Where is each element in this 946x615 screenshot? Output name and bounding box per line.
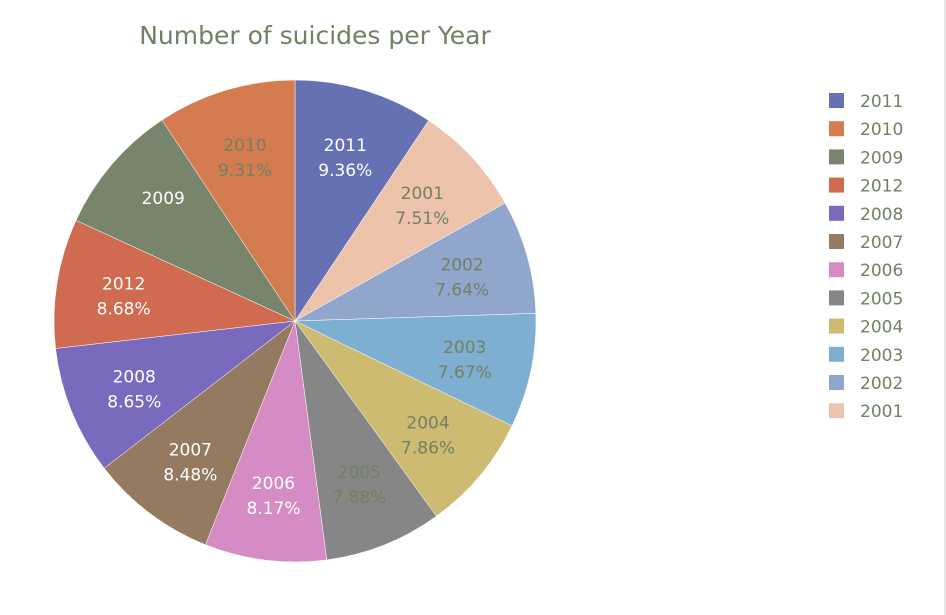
slice-label-2007: 2007	[169, 440, 212, 460]
legend-swatch-2006	[829, 262, 844, 278]
slice-percent-2006: 8.17%	[246, 499, 300, 519]
legend-label-2005: 2005	[860, 289, 903, 309]
right-edge-border	[944, 0, 946, 615]
legend-swatch-2007	[829, 234, 844, 249]
slice-label-2012: 2012	[102, 275, 145, 295]
slice-label-2004: 2004	[406, 413, 449, 433]
legend-swatch-2011	[829, 93, 844, 108]
pie-slice-2001	[294, 120, 506, 322]
slice-label-2011: 2011	[324, 136, 367, 156]
legend-label-2012: 2012	[860, 177, 903, 197]
slice-label-2001: 2001	[401, 184, 444, 204]
legend-label-2009: 2009	[860, 148, 903, 168]
slice-label-2010: 2010	[223, 136, 266, 156]
slice-percent-2012: 8.68%	[97, 300, 151, 320]
legend-swatch-2008	[829, 205, 844, 221]
legend-label-2004: 2004	[860, 318, 903, 338]
pie-slice-2005	[294, 320, 437, 561]
legend-label-2010: 2010	[860, 120, 903, 140]
slice-percent-2003: 7.67%	[438, 363, 492, 383]
pie-slice-2003	[294, 313, 537, 427]
slice-percent-2008: 8.65%	[107, 392, 161, 412]
legend-swatch-2003	[829, 346, 844, 362]
slice-percent-2007: 8.48%	[163, 465, 217, 485]
pie-slice-2002	[294, 202, 537, 322]
slice-label-2002: 2002	[441, 255, 484, 275]
legend-label-2001: 2001	[860, 402, 903, 422]
slice-label-2005: 2005	[338, 463, 381, 483]
pie-slice-2008	[55, 320, 296, 469]
legend-label-2007: 2007	[860, 233, 903, 253]
pie-slices	[53, 79, 537, 563]
slice-percent-2002: 7.64%	[435, 280, 489, 300]
pie-slice-2011	[294, 79, 429, 322]
legend-label-2002: 2002	[860, 374, 903, 394]
chart-title: Number of suicides per Year	[139, 21, 491, 50]
legend-swatch-2010	[829, 121, 844, 137]
pie-slice-2004	[294, 320, 513, 517]
legend-label-2003: 2003	[860, 346, 903, 366]
pie-slice-2009	[75, 119, 296, 322]
legend-swatch-2001	[829, 403, 844, 419]
slice-percent-2001: 7.51%	[395, 209, 449, 229]
slice-label-2009: 2009	[142, 189, 185, 209]
legend-swatch-2004	[829, 318, 844, 334]
pie-slice-2010	[161, 79, 296, 322]
slice-label-2006: 2006	[252, 474, 295, 494]
legend-swatch-2012	[829, 177, 844, 193]
legend-swatch-2009	[829, 149, 844, 165]
slice-label-2003: 2003	[443, 338, 486, 358]
slice-percent-2010: 9.31%	[218, 161, 272, 181]
legend-label-2006: 2006	[860, 261, 903, 281]
legend: 2011 2010 2009 2012 2008 2007 2006 2005 2004 2003…	[829, 92, 903, 422]
legend-label-2011: 2011	[860, 92, 903, 112]
pie-slice-2007	[103, 320, 296, 546]
legend-swatch-2005	[829, 290, 844, 306]
pie-slice-2012	[53, 219, 296, 349]
legend-label-2008: 2008	[860, 205, 903, 225]
slice-percent-2011: 9.36%	[318, 161, 372, 181]
slice-label-2008: 2008	[113, 367, 156, 387]
pie-slice-2006	[205, 320, 328, 563]
legend-swatch-2002	[829, 375, 844, 390]
slice-labels: 2011 9.36% 2001 7.51% 2002 7.64% 2003 7.67% 2004…	[97, 136, 492, 519]
slice-percent-2004: 7.86%	[401, 438, 455, 458]
slice-percent-2005: 7.88%	[332, 488, 386, 508]
